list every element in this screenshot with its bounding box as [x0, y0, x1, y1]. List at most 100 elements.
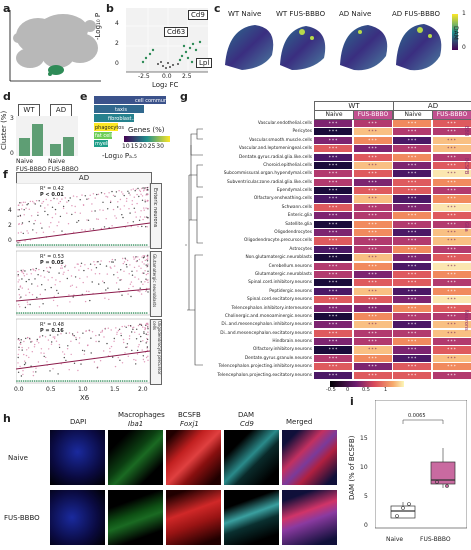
term-5: myelination: [95, 141, 125, 147]
scatter-point: [30, 273, 32, 275]
scatter-point: [89, 194, 91, 196]
scatter-point: [56, 225, 58, 227]
scatter-point-baseline: [42, 244, 45, 246]
scatter-point: [143, 255, 146, 257]
scatter-point: [131, 331, 133, 333]
scatter-point: [135, 363, 137, 365]
heatmap-cell: * * *: [314, 279, 352, 287]
scatter-point: [138, 189, 141, 191]
scatter-point: [84, 300, 87, 303]
scatter-point-baseline: [16, 380, 18, 382]
scatter-point: [69, 197, 71, 199]
scatter-point: [83, 350, 86, 352]
gene-label-cd9: Cd9: [188, 10, 208, 20]
scatter-point-baseline: [126, 244, 128, 246]
scatter-point-baseline: [31, 312, 34, 314]
scatter-point: [122, 338, 125, 341]
scatter-point-baseline: [88, 380, 91, 382]
image-fus-dapi: [50, 490, 105, 545]
heatmap-cell: * * *: [393, 321, 431, 329]
scatter-point: [28, 208, 30, 210]
scatter-point: [107, 287, 109, 289]
scatter-point-baseline: [115, 244, 117, 246]
scatter-point-baseline: [113, 312, 115, 314]
row-label: Telencephalon.projecting.excitatory.neur…: [217, 372, 312, 378]
dam-boxplot: [375, 400, 467, 529]
scatter-point-baseline: [99, 312, 102, 314]
scatter-point-baseline: [95, 380, 97, 382]
scatter-point: [66, 277, 68, 280]
scatter-point: [35, 367, 37, 369]
scatter-point: [18, 303, 20, 306]
row-label: Spinal.cord.excitatory.neurons: [247, 297, 312, 303]
volcano-xtick-3: 2.5: [182, 73, 192, 80]
scatter-point: [38, 200, 40, 202]
heatmap-cell: * * *: [432, 254, 471, 262]
h-marker-cd9: Cd9: [240, 420, 254, 428]
scatter-point-baseline: [16, 312, 18, 314]
scatter-point: [98, 283, 100, 285]
row-label: Vascular.endothelial.cells: [257, 121, 312, 126]
scatter-point: [103, 282, 106, 284]
scatter-point: [20, 296, 22, 298]
scatter-point-baseline: [60, 312, 62, 314]
scatter-point: [21, 349, 23, 351]
scatter-point: [93, 261, 95, 263]
scatter-point: [64, 197, 66, 199]
scatter-point-baseline: [104, 380, 106, 382]
scatter-point-baseline: [49, 380, 51, 382]
scatter-point: [74, 266, 76, 269]
scatter-point: [70, 340, 72, 342]
scatter-point-baseline: [36, 244, 38, 246]
scatter-point: [99, 209, 101, 211]
scatter-point-baseline: [55, 244, 58, 246]
heatmap-cell: * * *: [314, 203, 352, 211]
scatter-point-baseline: [55, 312, 58, 314]
heatmap-cell: * * *: [353, 187, 392, 195]
scatter-point: [51, 206, 54, 208]
scatter-point-baseline: [47, 244, 49, 246]
row-label: Non.glutamatergic.neuroblasts: [245, 255, 313, 261]
scatter-point: [142, 255, 144, 257]
scatter-point-baseline: [137, 244, 139, 246]
scatter-point: [101, 329, 104, 332]
scatter-point: [138, 333, 140, 335]
scatter-point: [127, 222, 129, 224]
scatter-point: [42, 231, 45, 233]
scatter-point: [90, 337, 92, 339]
heatmap-cell: * * *: [432, 304, 471, 312]
scatter-point: [44, 210, 46, 213]
scatter-point: [86, 344, 89, 347]
scatter-point-baseline: [86, 380, 89, 382]
scatter-point-baseline: [31, 244, 34, 246]
scatter-point: [137, 324, 140, 327]
scatter-point: [27, 303, 29, 306]
scatter-point-baseline: [73, 312, 75, 314]
heatmap-cell: * * *: [314, 229, 352, 237]
scatter-point: [50, 343, 53, 345]
panel-label-d: d: [3, 90, 11, 103]
scatter-point: [19, 241, 21, 243]
scatter-point-baseline: [135, 244, 137, 246]
term-3: phagocytos: [95, 125, 124, 131]
scatter-point: [46, 270, 49, 273]
scatter-point: [118, 190, 120, 192]
scatter-point-baseline: [143, 312, 146, 314]
scatter-point: [143, 263, 145, 265]
heatmap-cell: * * *: [432, 178, 471, 186]
scatter-point-baseline: [51, 380, 53, 382]
scatter-point: [132, 328, 134, 331]
panel-label-f: f: [3, 168, 8, 181]
scatter-point-baseline: [137, 312, 139, 314]
scatter-point: [134, 190, 136, 192]
scatter-point-baseline: [88, 312, 91, 314]
f-ytick-2: 2: [8, 222, 12, 229]
scatter-point: [59, 215, 62, 218]
scatter-point-baseline: [77, 380, 80, 382]
heatmap-cell: * * *: [432, 279, 471, 287]
heatmap-cell: * * *: [314, 338, 352, 346]
scatter-point-baseline: [38, 312, 40, 314]
scatter-point-baseline: [143, 244, 146, 246]
image-fus-bcsfb: [166, 490, 221, 545]
heatmap-cell: * * *: [393, 254, 431, 262]
